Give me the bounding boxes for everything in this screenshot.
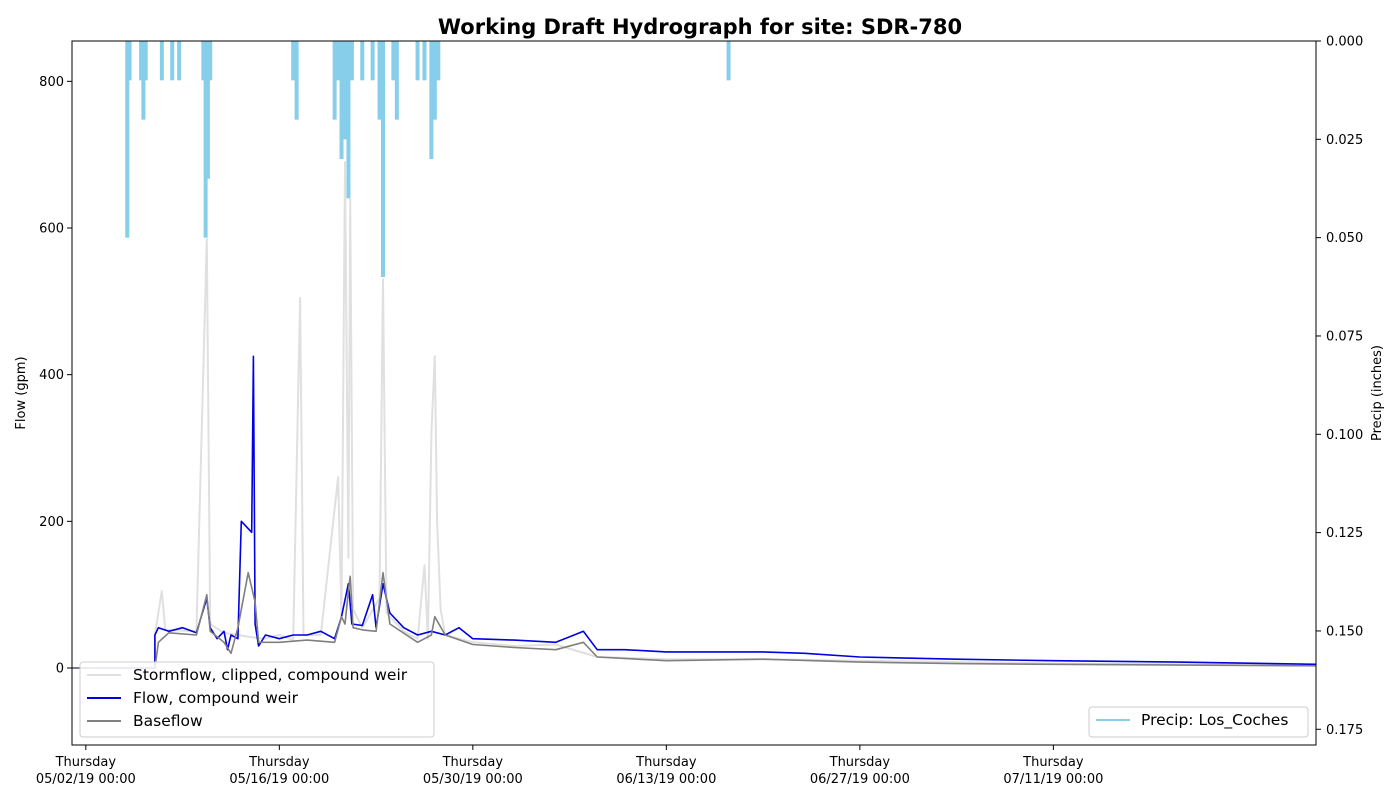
x-tick-label: 05/02/19 00:00 <box>36 772 136 787</box>
y-tick-label: 800 <box>39 75 64 90</box>
precip-bar <box>377 41 382 120</box>
precip-bar <box>415 41 420 81</box>
y-tick-label: 400 <box>39 368 64 383</box>
x-tick-label: Thursday <box>442 755 504 770</box>
x-tick-label: 06/27/19 00:00 <box>810 772 910 787</box>
series-line-1 <box>72 161 1316 669</box>
legend-left-box <box>79 661 435 738</box>
y2-axis-label: Precip (inches) <box>1370 345 1385 441</box>
legend-left-label: Baseflow <box>133 712 203 730</box>
precip-bar <box>391 41 396 81</box>
y2-tick-label: 0.175 <box>1326 723 1363 738</box>
precip-bar <box>429 41 434 159</box>
precip-bar <box>394 41 399 120</box>
precip-bar <box>332 41 337 120</box>
precip-bar <box>170 41 175 81</box>
precip-bar <box>125 41 130 238</box>
plot-area: 0 200 400 600 800 0.000 0.025 0.050 0.075 0.100 0.… <box>36 35 1363 788</box>
precip-bar <box>349 41 354 81</box>
x-tick-label: 07/11/19 00:00 <box>1003 772 1103 787</box>
x-tick-label: Thursday <box>635 755 697 770</box>
y2-tick-label: 0.125 <box>1326 526 1363 541</box>
precip-bar <box>294 41 299 120</box>
precip-bar <box>432 41 437 120</box>
x-tick-label: 05/30/19 00:00 <box>423 772 523 787</box>
precip-bar <box>177 41 182 81</box>
y-tick-label: 600 <box>39 222 64 237</box>
y2-tick-label: 0.025 <box>1326 133 1363 148</box>
precip-bar <box>336 41 341 81</box>
precip-bar <box>205 41 210 179</box>
precip-bar <box>381 41 385 277</box>
precip-bar <box>208 41 213 81</box>
y2-tick-label: 0.050 <box>1326 231 1363 246</box>
y2-tick-label: 0.075 <box>1326 329 1363 344</box>
precip-bar <box>291 41 296 81</box>
legend-left-label: Stormflow, clipped, compound weir <box>133 666 408 684</box>
series-line-3 <box>72 571 1316 669</box>
precip-bar <box>143 41 148 81</box>
precip-bar <box>141 41 146 120</box>
legend-left-label: Flow, compound weir <box>133 689 299 707</box>
precip-bar <box>422 41 427 81</box>
precip-bar <box>436 41 441 81</box>
y2-tick-label: 0.150 <box>1326 624 1363 639</box>
y-tick-label: 0 <box>56 662 64 677</box>
precip-bar <box>203 41 208 238</box>
precip-bar <box>370 41 375 81</box>
x-tick-label: 06/13/19 00:00 <box>616 772 716 787</box>
x-tick-label: Thursday <box>55 755 117 770</box>
chart-title: Working Draft Hydrograph for site: SDR-7… <box>438 15 962 39</box>
precip-bar <box>342 41 347 140</box>
precip-bar <box>201 41 206 81</box>
precip-bar <box>726 41 731 81</box>
legend-right-label: Precip: Los_Coches <box>1141 711 1288 730</box>
precip-bar <box>346 41 351 199</box>
y2-tick-label: 0.100 <box>1326 428 1363 443</box>
series-line-2 <box>72 355 1316 669</box>
precip-bar <box>159 41 164 81</box>
precip-bar <box>360 41 365 81</box>
y-tick-label: 200 <box>39 515 64 530</box>
y2-tick-label: 0.000 <box>1326 35 1363 50</box>
x-tick-label: Thursday <box>1022 755 1084 770</box>
precip-bar <box>339 41 344 159</box>
precip-bar <box>127 41 132 81</box>
precip-bar <box>139 41 144 81</box>
x-tick-label: Thursday <box>829 755 891 770</box>
y-axis-label: Flow (gpm) <box>14 356 29 429</box>
plot-frame <box>71 40 1317 746</box>
x-tick-label: 05/16/19 00:00 <box>229 772 329 787</box>
x-tick-label: Thursday <box>248 755 310 770</box>
legend-right-box <box>1088 706 1309 738</box>
